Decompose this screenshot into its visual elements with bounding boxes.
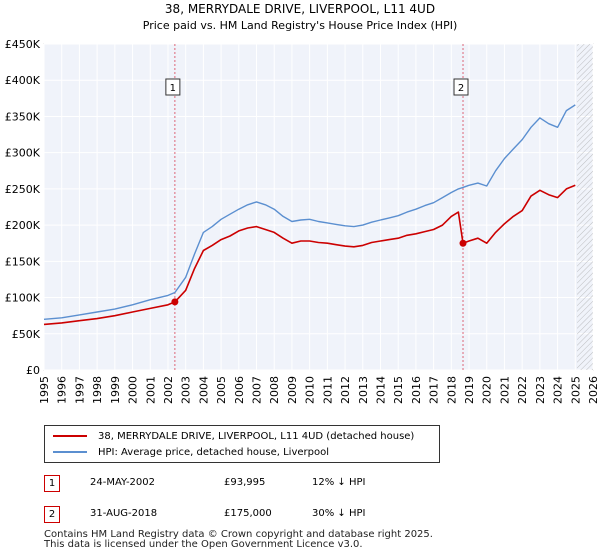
chart-title: 38, MERRYDALE DRIVE, LIVERPOOL, L11 4UD xyxy=(165,2,435,16)
x-tick-label: 2001 xyxy=(144,376,157,404)
x-tick-label: 2012 xyxy=(339,376,352,404)
series-line-hpi xyxy=(43,104,576,320)
x-tick-label: 2008 xyxy=(268,376,281,404)
footer: Contains HM Land Registry data © Crown c… xyxy=(44,530,433,550)
x-tick-label: 2011 xyxy=(321,376,334,404)
x-tick-label: 2020 xyxy=(481,376,494,404)
sale-price: £93,995 xyxy=(224,477,266,488)
y-tick-label: £150K xyxy=(5,255,41,268)
legend: 38, MERRYDALE DRIVE, LIVERPOOL, L11 4UD … xyxy=(44,425,440,463)
x-tick-label: 2024 xyxy=(552,376,565,404)
chart-subtitle: Price paid vs. HM Land Registry's House … xyxy=(143,19,458,32)
x-tick-label: 1998 xyxy=(91,376,104,404)
sale-label-number: 2 xyxy=(458,83,464,94)
x-tick-label: 2023 xyxy=(534,376,547,404)
x-tick-label: 2015 xyxy=(392,376,405,404)
x-tick-label: 2000 xyxy=(127,376,140,404)
price-chart: 38, MERRYDALE DRIVE, LIVERPOOL, L11 4UD … xyxy=(5,2,600,404)
series-line-property xyxy=(43,184,576,326)
x-tick-label: 2026 xyxy=(587,376,600,404)
y-tick-label: £450K xyxy=(5,38,41,51)
legend-swatch-red xyxy=(53,435,87,437)
sale-point-marker xyxy=(171,298,179,306)
y-tick-label: £300K xyxy=(5,147,41,160)
footer-copyright: Contains HM Land Registry data © Crown c… xyxy=(44,529,433,540)
x-tick-label: 2002 xyxy=(162,376,175,404)
x-tick-label: 2004 xyxy=(197,376,210,404)
sale-row: 2 31-AUG-2018 £175,000 30% ↓ HPI xyxy=(44,506,524,524)
x-tick-label: 2007 xyxy=(251,376,264,404)
footer-licence: This data is licensed under the Open Gov… xyxy=(44,539,363,550)
x-tick-label: 2010 xyxy=(304,376,317,404)
sale-marker-badge: 1 xyxy=(44,475,60,492)
sale-date: 24-MAY-2002 xyxy=(90,477,156,488)
sale-date: 31-AUG-2018 xyxy=(90,508,158,519)
x-tick-label: 2025 xyxy=(569,376,582,404)
y-tick-label: £400K xyxy=(5,74,41,87)
x-tick-label: 2018 xyxy=(445,376,458,404)
y-tick-label: £250K xyxy=(5,183,41,196)
sale-point-marker xyxy=(459,239,467,247)
x-tick-label: 1996 xyxy=(56,376,69,404)
x-tick-label: 2021 xyxy=(498,376,511,404)
x-tick-label: 2016 xyxy=(410,376,423,404)
x-tick-label: 2022 xyxy=(516,376,529,404)
sale-label-number: 1 xyxy=(170,83,176,94)
sale-marker-badge: 2 xyxy=(44,506,60,523)
sale-hpi-diff: 30% ↓ HPI xyxy=(312,508,366,519)
x-tick-label: 1995 xyxy=(38,376,51,404)
sale-price: £175,000 xyxy=(224,508,272,519)
x-tick-label: 2019 xyxy=(463,376,476,404)
legend-label-property: 38, MERRYDALE DRIVE, LIVERPOOL, L11 4UD … xyxy=(98,430,415,442)
x-tick-label: 2003 xyxy=(180,376,193,404)
legend-item-hpi: HPI: Average price, detached house, Live… xyxy=(53,445,329,459)
legend-label-hpi: HPI: Average price, detached house, Live… xyxy=(98,446,330,458)
y-tick-label: £200K xyxy=(5,219,41,232)
sale-label-box xyxy=(165,78,181,96)
y-tick-label: £100K xyxy=(5,292,41,305)
x-tick-label: 1997 xyxy=(73,376,86,404)
legend-swatch-blue xyxy=(53,451,87,453)
y-tick-label: £50K xyxy=(12,328,41,341)
x-tick-label: 1999 xyxy=(109,376,122,404)
x-tick-label: 2017 xyxy=(428,376,441,404)
sale-row: 1 24-MAY-2002 £93,995 12% ↓ HPI xyxy=(44,475,524,493)
x-tick-label: 2014 xyxy=(374,376,387,404)
x-tick-label: 2013 xyxy=(357,376,370,404)
sale-label-box xyxy=(453,78,469,96)
plot-area xyxy=(43,43,594,371)
forecast-hatch-region xyxy=(577,44,593,370)
x-tick-label: 2006 xyxy=(233,376,246,404)
x-tick-label: 2005 xyxy=(215,376,228,404)
x-tick-label: 2009 xyxy=(286,376,299,404)
y-tick-label: £350K xyxy=(5,110,41,123)
sale-hpi-diff: 12% ↓ HPI xyxy=(312,477,366,488)
legend-item-property: 38, MERRYDALE DRIVE, LIVERPOOL, L11 4UD … xyxy=(53,429,414,443)
y-tick-label: £0 xyxy=(26,364,40,377)
